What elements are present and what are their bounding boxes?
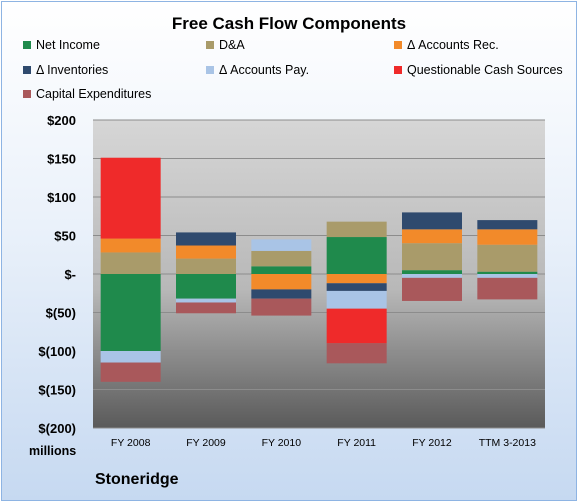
legend-item: Δ Accounts Pay. xyxy=(206,62,309,78)
legend-label: Questionable Cash Sources xyxy=(407,63,563,77)
y-tick-label: $150 xyxy=(47,152,76,167)
bar-segment xyxy=(326,283,387,291)
legend-swatch xyxy=(394,41,402,49)
bar-segment xyxy=(100,362,161,382)
bar-segment xyxy=(326,274,387,284)
bar-segment xyxy=(402,274,462,278)
legend-label: Net Income xyxy=(36,38,100,52)
legend-item: Net Income xyxy=(23,37,100,53)
chart-title: Free Cash Flow Components xyxy=(171,14,407,33)
legend-item: Questionable Cash Sources xyxy=(394,62,563,78)
legend-item: Δ Accounts Rec. xyxy=(394,37,499,53)
bar-segment xyxy=(477,229,538,245)
bar-segment xyxy=(477,274,538,278)
y-tick-label: $200 xyxy=(47,113,76,128)
bar-segment xyxy=(402,212,462,230)
y-tick-label: $100 xyxy=(47,190,76,205)
bar-segment xyxy=(251,250,312,267)
bar-segment xyxy=(176,302,236,314)
x-tick-label: FY 2009 xyxy=(186,437,226,449)
bar-segment xyxy=(477,271,538,274)
bar-segment xyxy=(176,232,236,246)
legend-swatch xyxy=(23,66,31,74)
x-tick-label: FY 2010 xyxy=(262,437,302,449)
bar-segment xyxy=(100,351,161,363)
x-tick-label: FY 2008 xyxy=(111,437,151,449)
legend-label: Δ Inventories xyxy=(36,63,109,77)
legend-item: Capital Expenditures xyxy=(23,86,151,102)
bar-segment xyxy=(100,252,161,274)
bar-segment xyxy=(402,243,462,271)
bar-segment xyxy=(176,274,236,299)
legend-item: D&A xyxy=(206,37,245,53)
x-tick-label: TTM 3-2013 xyxy=(479,437,536,449)
bar-segment xyxy=(251,266,312,274)
bar-segment xyxy=(402,277,462,301)
legend-swatch xyxy=(23,41,31,49)
legend-item: Δ Inventories xyxy=(23,62,108,78)
legend-swatch xyxy=(206,41,214,49)
bar-segment xyxy=(402,270,462,274)
bar-segment xyxy=(326,221,387,238)
bar-segment xyxy=(477,220,538,230)
bar-segment xyxy=(100,274,161,351)
y-tick-label: $(200) xyxy=(38,421,76,436)
y-tick-label: $50 xyxy=(54,229,76,244)
x-tick-label: FY 2011 xyxy=(337,437,376,449)
y-tick-label: $(50) xyxy=(46,306,76,321)
legend-label: D&A xyxy=(219,38,245,52)
bar-segment xyxy=(251,298,312,316)
company-name: Stoneridge xyxy=(95,471,179,488)
y-tick-label: $(100) xyxy=(38,344,76,359)
legend-swatch xyxy=(23,90,31,98)
bar-segment xyxy=(326,237,387,274)
y-tick-label: $(150) xyxy=(38,383,76,398)
bar-segment xyxy=(176,298,236,303)
legend-label: Δ Accounts Rec. xyxy=(407,38,499,52)
bar-segment xyxy=(477,244,538,272)
bar-segment xyxy=(326,308,387,344)
legend-label: Capital Expenditures xyxy=(36,87,152,101)
legend-label: Δ Accounts Pay. xyxy=(219,63,310,77)
bar-segment xyxy=(100,157,161,239)
legend-swatch xyxy=(206,66,214,74)
bar-segment xyxy=(176,245,236,259)
bar-segment xyxy=(251,239,312,251)
bar-segment xyxy=(477,277,538,300)
bar-segment xyxy=(326,343,387,364)
bar-segment xyxy=(402,229,462,244)
y-tick-label: $- xyxy=(64,267,76,282)
bar-segment xyxy=(251,274,312,290)
bar-segment xyxy=(176,258,236,274)
bar-segment xyxy=(251,289,312,299)
x-tick-label: FY 2012 xyxy=(412,437,452,449)
y-axis-unit-label: millions xyxy=(29,444,77,458)
bar-segment xyxy=(100,238,161,253)
legend-swatch xyxy=(394,66,402,74)
bar-segment xyxy=(326,290,387,309)
